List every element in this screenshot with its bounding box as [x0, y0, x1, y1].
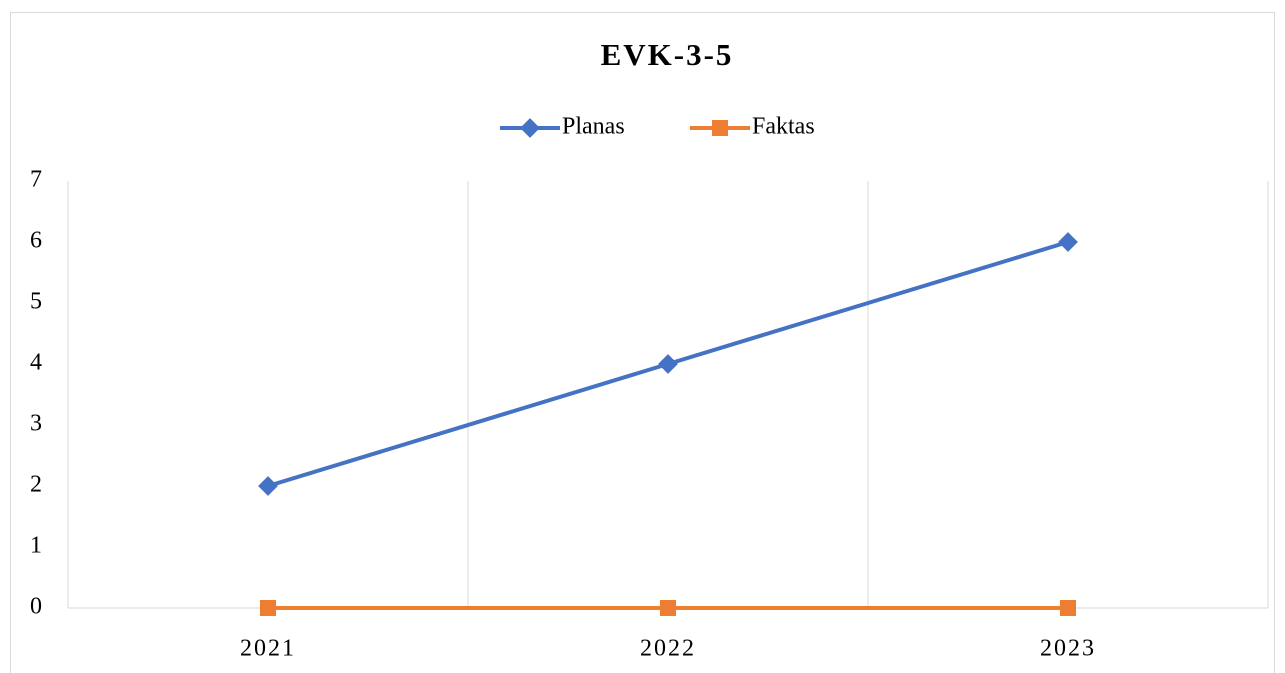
y-tick-label: 4	[30, 350, 42, 376]
series-marker	[1060, 600, 1076, 616]
y-tick-label: 5	[30, 289, 42, 315]
y-tick-label: 2	[30, 472, 42, 498]
y-tick-label: 7	[30, 167, 42, 193]
x-tick-label: 2022	[640, 636, 696, 662]
series-marker	[258, 476, 278, 496]
legend-marker	[712, 120, 728, 136]
x-tick-label: 2023	[1040, 636, 1096, 662]
y-tick-label: 6	[30, 228, 42, 254]
legend-label: Planas	[562, 114, 625, 140]
series-marker	[658, 354, 678, 374]
series-marker	[260, 600, 276, 616]
legend-label: Faktas	[752, 114, 815, 140]
y-tick-label: 0	[30, 594, 42, 620]
series-marker	[660, 600, 676, 616]
chart-border	[10, 12, 1275, 673]
y-tick-label: 3	[30, 411, 42, 437]
chart-title: EVK-3-5	[601, 37, 734, 72]
y-tick-label: 1	[30, 533, 42, 559]
x-tick-label: 2021	[240, 636, 296, 662]
series-marker	[1058, 232, 1078, 252]
